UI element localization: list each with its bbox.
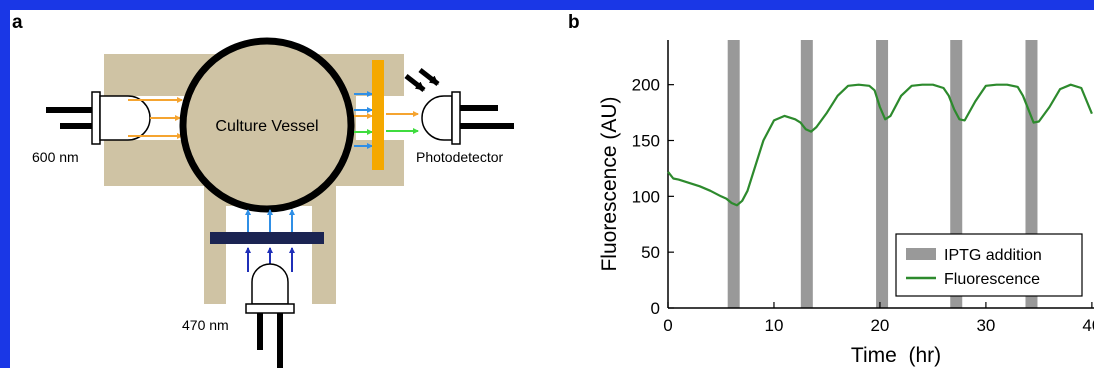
legend-swatch-iptg xyxy=(906,248,936,260)
legend-box xyxy=(895,233,1083,297)
panel-b-label: b xyxy=(568,12,580,33)
panel-b: b 0 50 100 150 200 0 10 20 30 40 Time (hr) Fluoresc… xyxy=(568,12,1094,367)
ambient-light-arrows xyxy=(404,68,440,92)
rays-600 xyxy=(128,97,183,139)
legend-label-fluorescence: Fluorescence xyxy=(944,271,1040,288)
led-470-body xyxy=(251,263,289,305)
y-tick-label-50: 50 xyxy=(641,243,660,262)
led-470 xyxy=(245,263,295,368)
rays-exit xyxy=(354,91,373,149)
legend-label-iptg: IPTG addition xyxy=(944,247,1042,264)
fluorescence-line xyxy=(667,83,1093,207)
x-tick-label-30: 30 xyxy=(976,316,995,335)
emission-filter xyxy=(372,60,384,170)
led-600-rim xyxy=(91,91,101,145)
y-tick-label-150: 150 xyxy=(632,132,660,151)
led-600 xyxy=(46,91,151,145)
x-axis-label: Time (hr) xyxy=(851,344,941,367)
fluorescence-chart: 0 50 100 150 200 0 10 20 30 40 Time (hr) Fluorescen… xyxy=(598,40,1094,367)
x-tick-label-0: 0 xyxy=(663,316,672,335)
photodetector xyxy=(421,91,514,145)
photodetector-rim xyxy=(451,91,461,145)
iptg-bar-1 xyxy=(727,40,740,308)
figure: a 600 nm Culture Vessel xyxy=(10,10,1094,368)
legend: IPTG addition Fluorescence xyxy=(895,233,1083,297)
excitation-filter xyxy=(210,232,324,244)
iptg-bar-2 xyxy=(800,40,813,308)
y-tick-label-100: 100 xyxy=(632,187,660,206)
y-axis-label: Fluorescence (AU) xyxy=(598,96,621,271)
detector-label: Photodetector xyxy=(416,149,504,165)
panel-a-label: a xyxy=(12,12,23,33)
rays-470-filtered xyxy=(245,209,295,232)
y-tick-label-0: 0 xyxy=(651,299,660,318)
x-tick-label-10: 10 xyxy=(765,316,784,335)
led-600-label: 600 nm xyxy=(32,149,79,165)
photodetector-body xyxy=(421,95,453,141)
vessel-label: Culture Vessel xyxy=(215,118,318,135)
led-470-label: 470 nm xyxy=(182,317,229,333)
rays-filtered xyxy=(386,111,419,134)
led-600-body xyxy=(99,95,151,141)
panel-a: a 600 nm Culture Vessel xyxy=(12,12,514,368)
x-tick-label-20: 20 xyxy=(870,316,889,335)
figure-canvas: a 600 nm Culture Vessel xyxy=(12,12,1094,368)
iptg-bar-3 xyxy=(876,40,889,308)
x-tick-label-40: 40 xyxy=(1082,316,1094,335)
y-tick-label-200: 200 xyxy=(632,76,660,95)
led-470-rim xyxy=(245,303,295,314)
